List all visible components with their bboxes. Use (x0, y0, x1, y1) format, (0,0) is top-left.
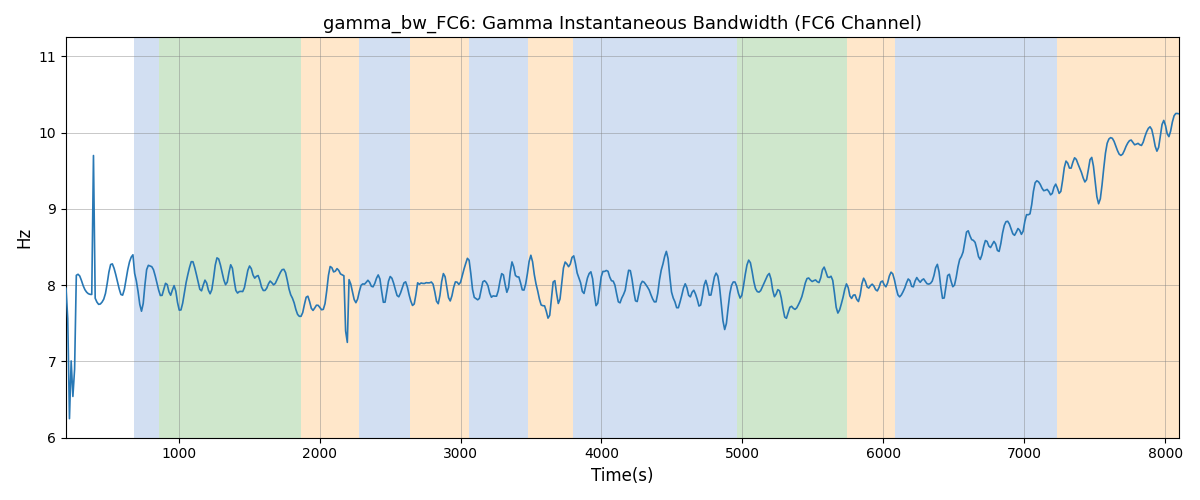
Title: gamma_bw_FC6: Gamma Instantaneous Bandwidth (FC6 Channel): gamma_bw_FC6: Gamma Instantaneous Bandwi… (323, 15, 922, 34)
Bar (469, 38, 528, 438)
Bar (1057, 38, 1180, 438)
Bar (894, 38, 1036, 438)
Y-axis label: Hz: Hz (14, 227, 32, 248)
Bar (718, 38, 737, 438)
Bar (410, 38, 469, 438)
Bar (847, 38, 894, 438)
Bar (160, 38, 301, 438)
Bar (1036, 38, 1057, 438)
Bar (359, 38, 410, 438)
Bar (574, 38, 718, 438)
Bar (737, 38, 847, 438)
Bar (301, 38, 359, 438)
Bar (133, 38, 160, 438)
Bar (528, 38, 574, 438)
X-axis label: Time(s): Time(s) (592, 467, 654, 485)
